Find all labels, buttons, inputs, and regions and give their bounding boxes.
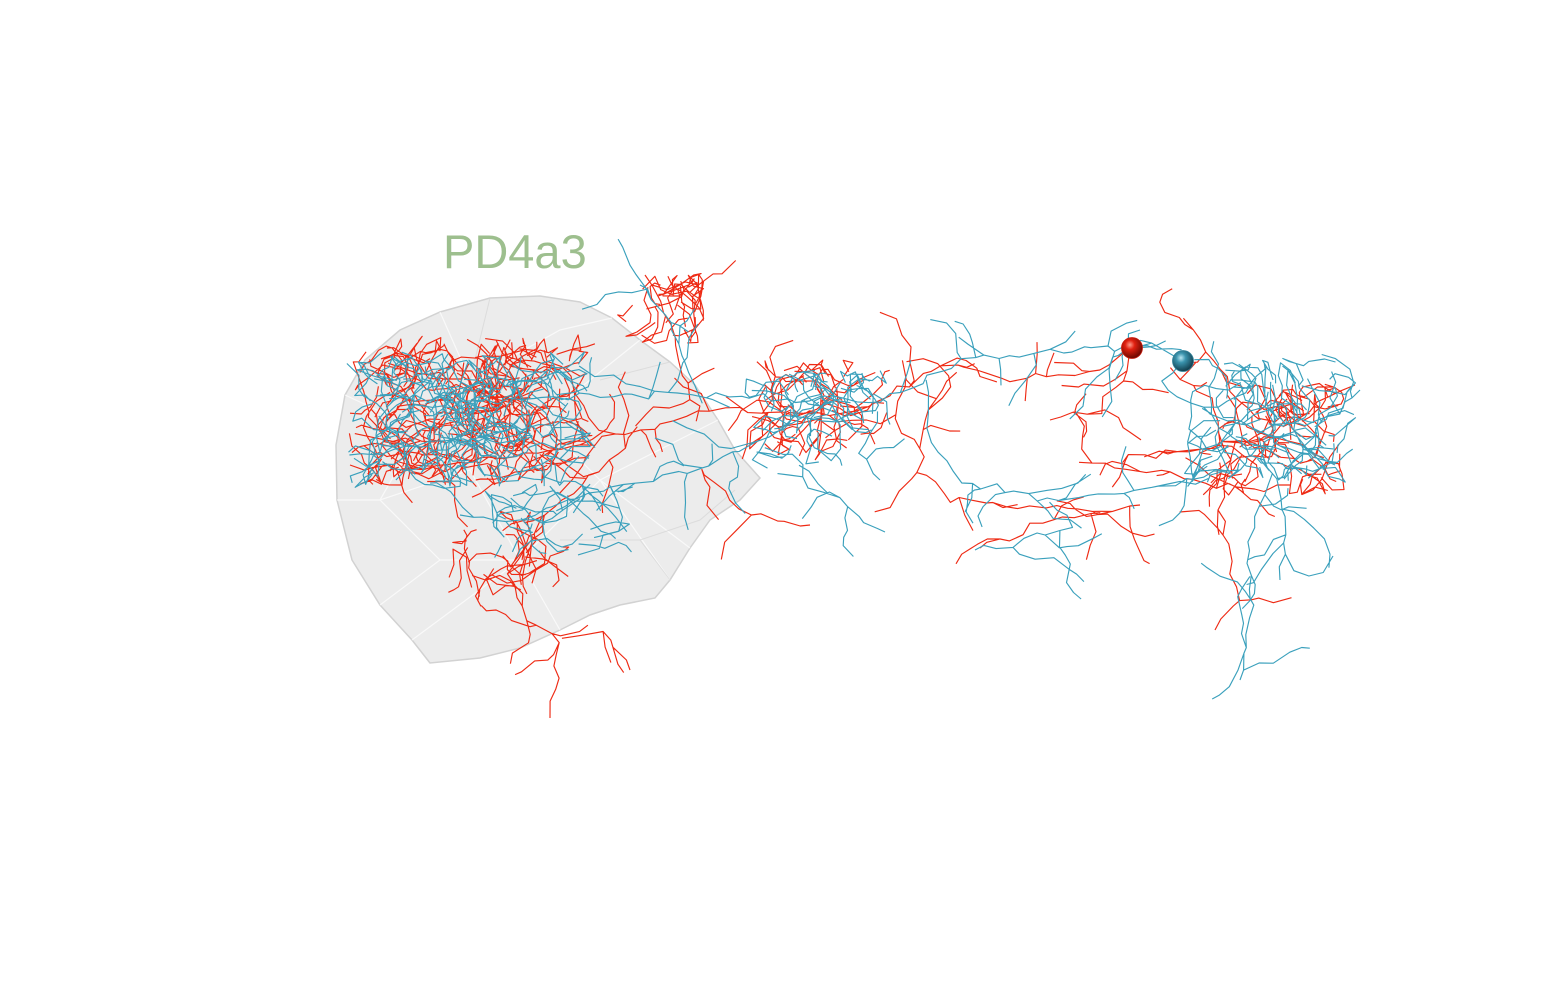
soma-red: [1121, 337, 1143, 359]
neuron-blue-skeleton: [346, 238, 1361, 700]
soma-blue: [1172, 350, 1194, 372]
neuropil-label: PD4a3: [443, 225, 587, 278]
neuron-blue-skeleton-branches: [346, 238, 1361, 700]
